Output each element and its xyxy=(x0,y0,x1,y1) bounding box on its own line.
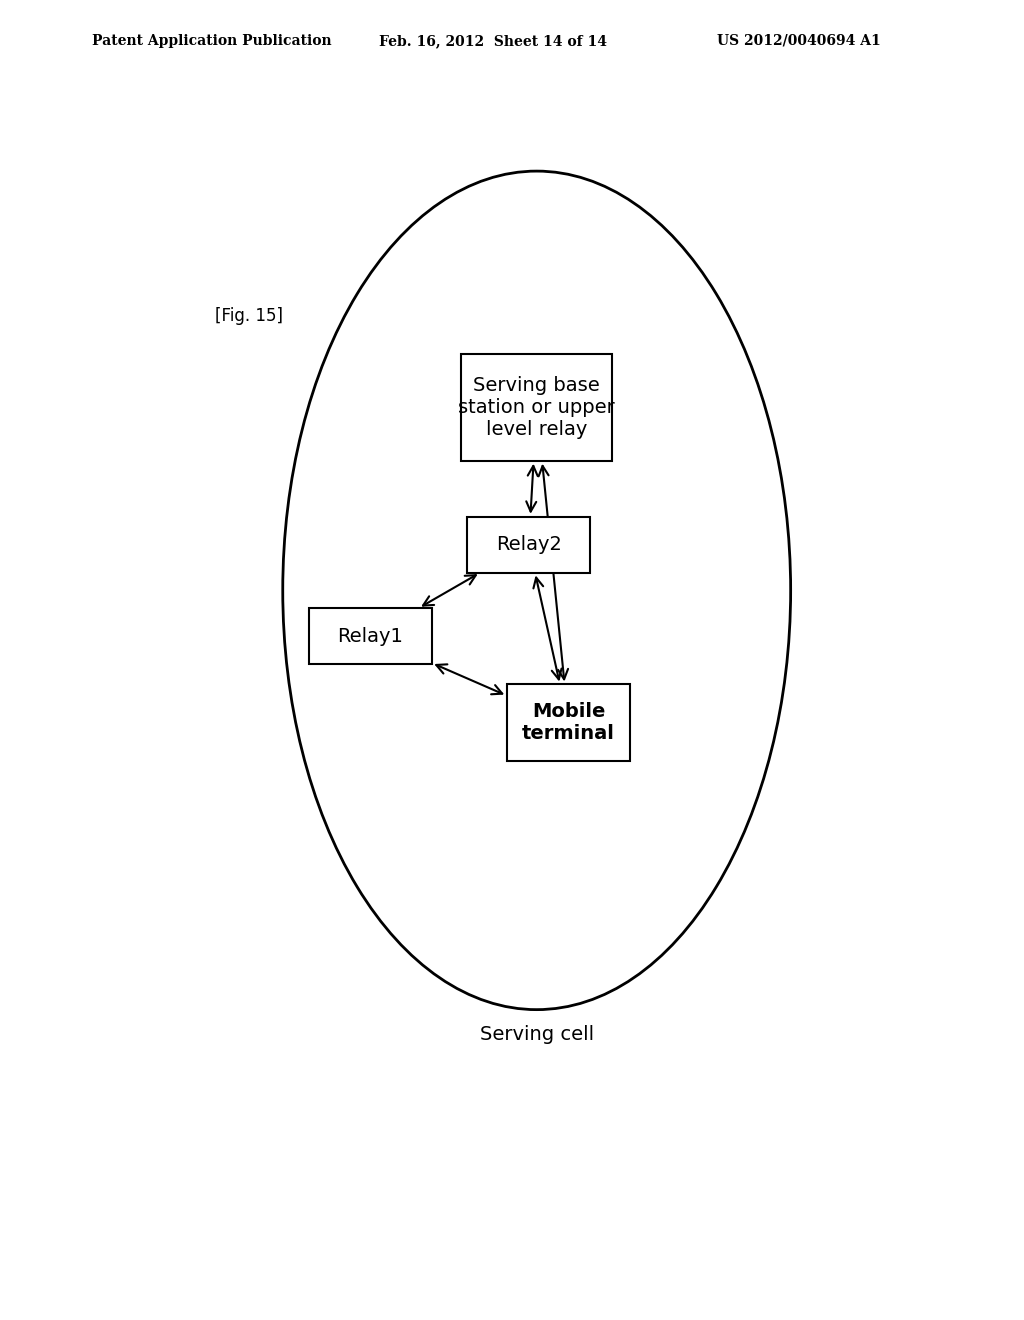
Text: Patent Application Publication: Patent Application Publication xyxy=(92,34,332,48)
Text: Mobile
terminal: Mobile terminal xyxy=(522,702,614,743)
Text: Feb. 16, 2012  Sheet 14 of 14: Feb. 16, 2012 Sheet 14 of 14 xyxy=(379,34,607,48)
Text: US 2012/0040694 A1: US 2012/0040694 A1 xyxy=(717,34,881,48)
FancyBboxPatch shape xyxy=(308,609,431,664)
FancyBboxPatch shape xyxy=(467,516,590,573)
FancyBboxPatch shape xyxy=(462,354,612,461)
FancyBboxPatch shape xyxy=(507,684,630,760)
Text: [Fig. 15]: [Fig. 15] xyxy=(215,308,284,325)
Text: Relay2: Relay2 xyxy=(496,535,562,554)
Text: Serving base
station or upper
level relay: Serving base station or upper level rela… xyxy=(459,376,615,440)
Text: Relay1: Relay1 xyxy=(337,627,403,645)
Text: Serving cell: Serving cell xyxy=(479,1024,594,1044)
